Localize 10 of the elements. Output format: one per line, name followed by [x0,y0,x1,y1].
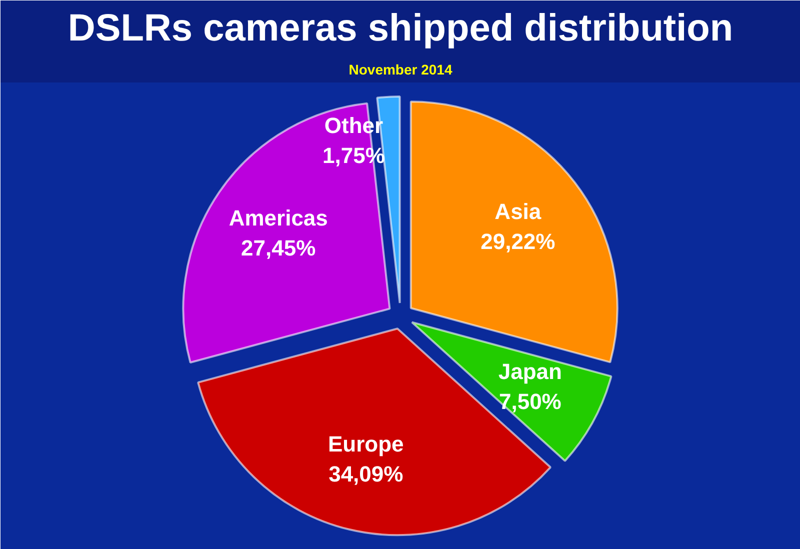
data-label: 34,09% [328,461,404,486]
data-label: 29,22% [480,229,556,254]
data-label: 27,45% [241,236,316,261]
slice-label: Europe [328,431,404,456]
slice-label: Americas [228,206,328,231]
slice-label: Japan [498,359,562,384]
slice-label: Asia [494,199,542,224]
data-label: 7,50% [499,389,562,414]
chart-title: DSLRs cameras shipped distribution [68,8,734,50]
chart-subtitle: November 2014 [348,62,452,78]
